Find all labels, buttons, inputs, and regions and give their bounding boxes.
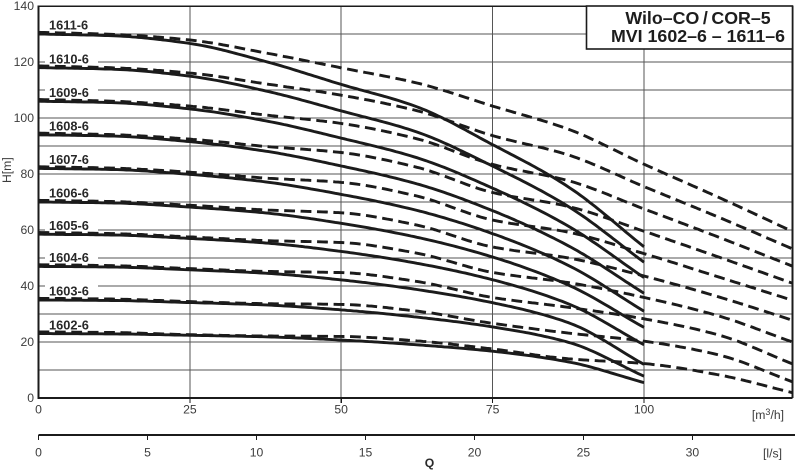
svg-text:1604-6: 1604-6 — [49, 250, 89, 265]
svg-text:30: 30 — [686, 446, 700, 460]
svg-text:[l/s]: [l/s] — [763, 447, 782, 461]
svg-text:1606-6: 1606-6 — [49, 186, 89, 201]
svg-text:1611-6: 1611-6 — [49, 18, 88, 33]
svg-text:1608-6: 1608-6 — [49, 119, 89, 134]
svg-text:75: 75 — [486, 403, 500, 417]
svg-text:1609-6: 1609-6 — [49, 85, 89, 100]
svg-text:40: 40 — [20, 279, 34, 293]
svg-text:1607-6: 1607-6 — [49, 152, 89, 167]
svg-text:20: 20 — [468, 446, 482, 460]
svg-text:80: 80 — [20, 167, 34, 181]
svg-text:1610-6: 1610-6 — [49, 51, 89, 66]
svg-text:50: 50 — [334, 403, 348, 417]
svg-text:Q: Q — [425, 456, 434, 470]
svg-text:1603-6: 1603-6 — [49, 284, 89, 299]
svg-text:25: 25 — [577, 446, 591, 460]
svg-text:1605-6: 1605-6 — [49, 218, 89, 233]
svg-text:0: 0 — [35, 446, 42, 460]
svg-text:0: 0 — [27, 391, 34, 405]
svg-text:120: 120 — [14, 55, 35, 69]
svg-text:100: 100 — [14, 111, 35, 125]
svg-text:Wilo–CO / COR–5: Wilo–CO / COR–5 — [625, 8, 770, 28]
svg-text:100: 100 — [634, 403, 655, 417]
svg-text:20: 20 — [20, 335, 34, 349]
svg-text:[m3/h]: [m3/h] — [752, 407, 784, 422]
svg-text:5: 5 — [144, 446, 151, 460]
svg-text:140: 140 — [14, 0, 35, 13]
svg-text:15: 15 — [359, 446, 373, 460]
svg-text:0: 0 — [35, 403, 42, 417]
svg-text:60: 60 — [20, 223, 34, 237]
svg-text:25: 25 — [183, 403, 197, 417]
svg-text:H[m]: H[m] — [0, 157, 14, 183]
svg-text:10: 10 — [250, 446, 264, 460]
svg-text:MVI 1602–6 – 1611–6: MVI 1602–6 – 1611–6 — [611, 26, 785, 46]
svg-text:1602-6: 1602-6 — [49, 317, 89, 332]
